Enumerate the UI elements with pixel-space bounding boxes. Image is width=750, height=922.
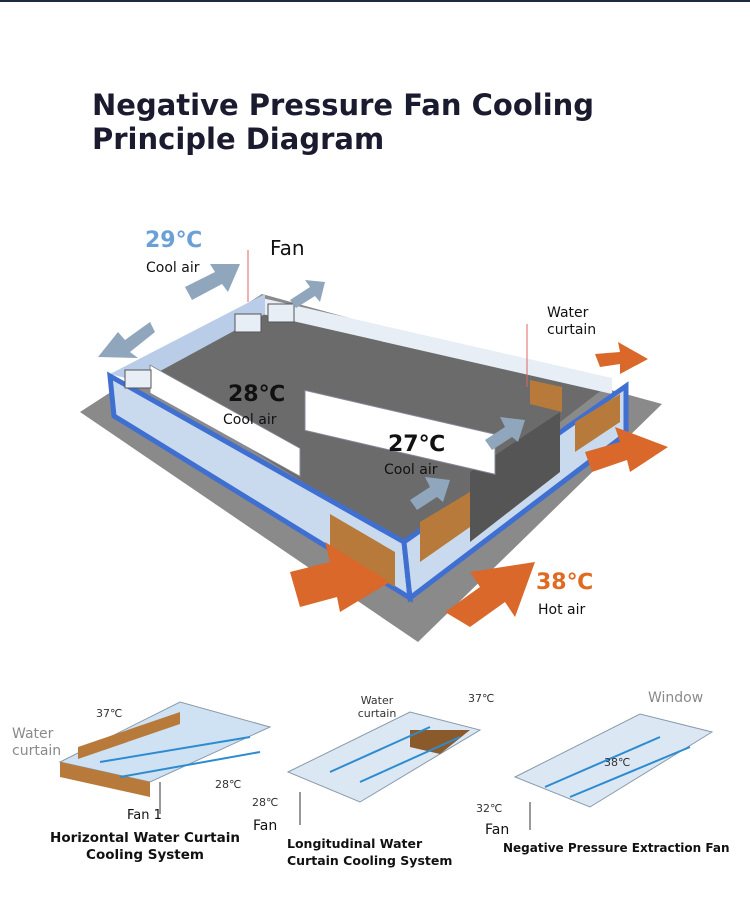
temp: 32℃ [476,802,503,815]
temp: 37℃ [96,707,123,720]
title: Negative Pressure Fan Cooling Principle … [92,88,595,156]
flow-arrows [99,726,691,798]
temp: 29℃ [145,228,203,253]
fan-label: Fan [253,818,278,834]
curtain-label: Water curtain [12,726,62,759]
air: Cool air [146,260,200,276]
temp: 38℃ [536,570,594,595]
caption: Horizontal Water Curtain Cooling System [50,830,240,863]
temp: 37℃ [468,692,495,705]
left-back-wall [110,294,265,382]
air: Cool air [223,412,277,428]
fan-label: Fan [485,822,510,838]
intake-arrows [290,342,668,627]
door [470,412,560,542]
temp: 27℃ [388,432,446,457]
curtain-1b [78,712,180,759]
temp: 28℃ [215,778,242,791]
house-1 [58,701,272,783]
caption: Negative Pressure Extraction Fan [503,841,730,855]
window-label: Window [648,690,704,706]
curtain-label: Water curtain [547,305,597,338]
house-2 [286,711,482,803]
air: Hot air [538,602,586,618]
temp: 28℃ [228,382,286,407]
air: Cool air [384,462,438,478]
temp: 38℃ [604,756,631,769]
temp: 28℃ [252,796,279,809]
exhaust-arrows [98,264,525,510]
curtain-2 [410,730,470,754]
fan-label: Fan 1 [127,808,162,823]
house-3 [513,713,714,808]
fan-label: Fan [270,236,305,260]
curtain-1 [60,762,150,797]
fans [124,303,295,389]
curtains [330,380,620,587]
caption: Longitudinal Water Curtain Cooling Syste… [287,836,453,868]
curtain-label: Water curtain [357,694,397,720]
back-wall [262,298,612,394]
